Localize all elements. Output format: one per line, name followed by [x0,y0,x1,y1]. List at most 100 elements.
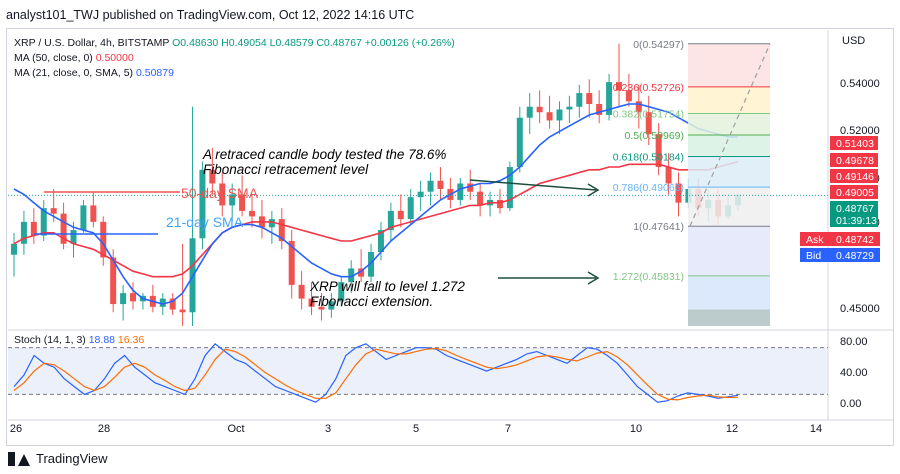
candle-body [60,213,67,244]
stoch-tick-label: 40.00 [840,367,868,379]
fib-zone [688,134,770,157]
candle-body [526,106,533,118]
stoch-label: Stoch (14, 1, 3) [14,334,86,346]
x-tick-label: 28 [98,423,110,435]
candle-body [457,183,464,200]
legend-ma50-label: MA (50, close, 0) [14,52,93,64]
annotation-retrace-line1: A retraced candle body tested the 78.6% [203,147,447,162]
price-label: 01:39:13 [836,215,877,227]
fib-level-label: 0.382(0.51754) [613,108,684,120]
candle-body [427,180,434,192]
arrowhead-fall [587,271,600,285]
candle-body [675,183,682,203]
candle-body [110,257,117,305]
x-tick-label: 3 [325,423,331,435]
price-label-bg [830,153,878,167]
candle-body [546,112,553,121]
fib-trend-line [689,43,771,227]
x-tick-label: 12 [726,423,738,435]
candle-body [11,243,17,255]
fib-level-label: 0.5(0.50969) [624,130,684,142]
tradingview-logo-icon [8,451,30,466]
candle-body [358,268,365,277]
price-label-bg [830,185,878,199]
candle-body [120,293,127,305]
candle-body [596,104,603,115]
ma21-line [13,103,738,305]
chart-legend: XRP / U.S. Dollar, 4h, BITSTAMP O0.48630… [14,36,455,81]
candle-body [665,167,672,184]
fib-zone [688,275,770,310]
fib-zone [688,309,770,326]
fib-zone [688,156,770,188]
candle-body [130,293,137,302]
candle-body [645,112,652,135]
fib-zone [688,226,770,276]
x-tick-label: 7 [505,423,511,435]
footer[interactable]: TradingView [8,451,108,466]
candle-body [80,205,87,231]
fib-level-label: 1.272(0.45831) [613,271,684,283]
candle-body [625,90,632,102]
arrowhead-retrace [587,183,600,197]
candle-body [387,210,394,231]
x-tick-label: Oct [227,423,244,435]
y-tick-label: 0.45000 [840,303,880,315]
candle-body [199,169,206,239]
price-label-bg [830,136,878,150]
fib-level-label: 1(0.47641) [633,221,684,233]
ask-label-bg [800,232,880,246]
y-tick-label: 0.54000 [840,78,880,90]
bid-label-bg [800,248,880,262]
candle-body [30,221,37,236]
price-label-bg [830,213,878,227]
candle-body [50,208,57,214]
x-tick-label: 10 [630,423,642,435]
x-tick-label: 14 [810,423,822,435]
ask-label: Ask [806,234,824,246]
candle-body [368,252,375,277]
candle-body [209,169,216,184]
ma50-line [13,160,739,278]
candle-body [437,180,444,189]
candle-body [229,194,236,206]
y-tick-label: 0.52000 [840,125,880,137]
candle-body [556,109,563,121]
candle-body [249,210,256,217]
fib-level-label: 0.236(0.52726) [613,82,684,94]
stoch-legend: Stoch (14, 1, 3) 18.88 16.36 [14,334,144,346]
annotation-retrace: A retraced candle body tested the 78.6% … [203,147,446,177]
price-label: 0.51403 [836,138,874,150]
footer-brand: TradingView [36,451,108,466]
candle-body [516,117,523,168]
fib-level-label: 0.786(0.49066) [613,182,684,194]
candle-body [90,205,97,222]
price-label: 0.49005 [836,187,874,199]
candle-body [159,298,166,307]
arrow-retrace [469,179,597,191]
stoch-tick-label: 0.00 [840,398,861,410]
annotation-fall: XRP will fall to level 1.272 Fibonacci e… [310,279,465,309]
annotation-fall-line2: Fibonacci extension. [310,294,434,309]
candle-body [219,183,226,206]
legend-ohlc: O0.48630 H0.49054 L0.48579 C0.48767 +0.0… [172,37,455,49]
candle-body [536,106,543,113]
candle-body [298,284,305,299]
fib-zone [688,43,770,87]
candle-body [496,199,503,209]
legend-symbol: XRP / U.S. Dollar, 4h, BITSTAMP [14,37,170,49]
candle-body [635,101,642,113]
candle-body [328,301,335,310]
fib-zone [688,113,770,135]
candle-body [70,230,77,244]
price-label: 0.48767 [836,203,874,215]
fib-level-label: 0.618(0.50184) [613,152,684,164]
candle-body [239,194,246,211]
fib-zone [688,86,770,114]
candle-body [586,93,593,104]
x-tick-label: 5 [413,423,419,435]
candle-body [655,134,662,168]
candle-body [606,82,613,115]
candle-body [397,210,404,220]
